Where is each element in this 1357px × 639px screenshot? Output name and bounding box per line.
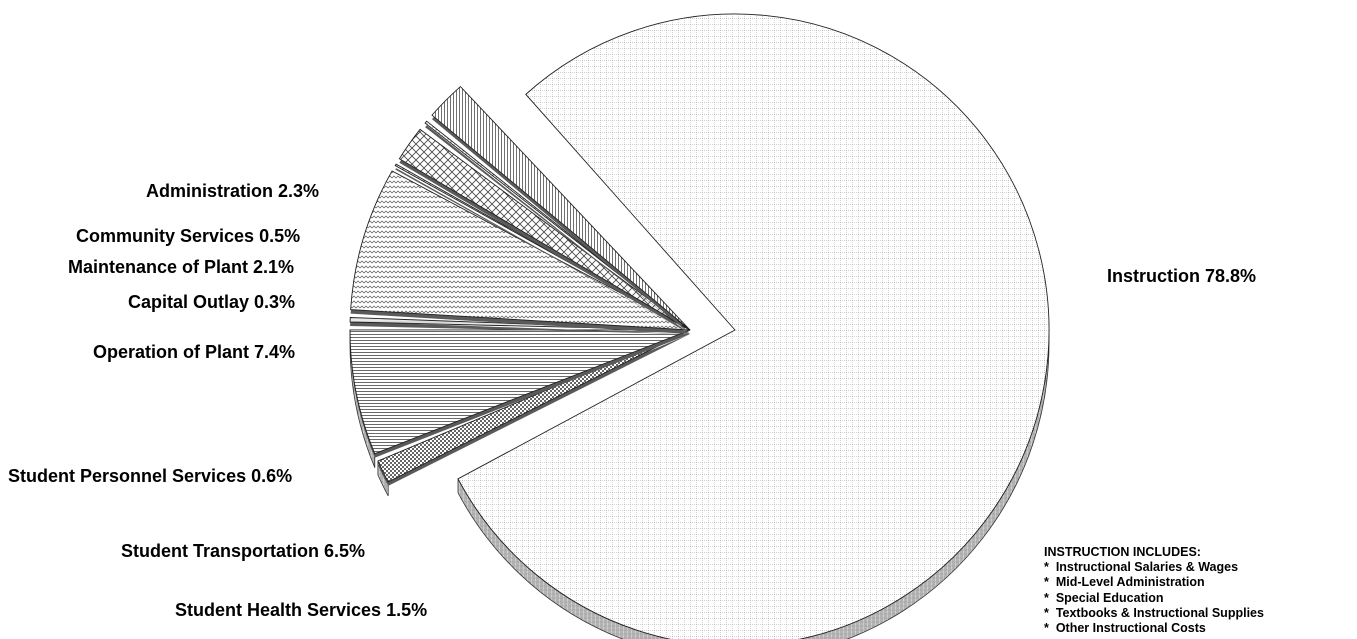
- note-item: Other Instructional Costs: [1044, 621, 1264, 636]
- note-list: Instructional Salaries & Wages Mid-Level…: [1044, 560, 1264, 636]
- slice-instruction: [457, 13, 1050, 639]
- note-item: Special Education: [1044, 591, 1264, 606]
- label-administration: Administration 2.3%: [146, 181, 319, 201]
- note-item: Instructional Salaries & Wages: [1044, 560, 1264, 575]
- slice-top-operation-of-plant: [350, 170, 691, 331]
- label-student-transportation: Student Transportation 6.5%: [121, 541, 365, 561]
- note-title: INSTRUCTION INCLUDES:: [1044, 545, 1201, 559]
- slice-student-health-services: [377, 329, 691, 497]
- instruction-includes-note: INSTRUCTION INCLUDES: Instructional Sala…: [1044, 545, 1264, 636]
- label-community-services: Community Services 0.5%: [76, 226, 300, 246]
- label-capital-outlay: Capital Outlay 0.3%: [128, 292, 295, 312]
- label-student-health-services: Student Health Services 1.5%: [175, 600, 427, 620]
- note-item: Textbooks & Instructional Supplies: [1044, 606, 1264, 621]
- slice-edge-community-services: [425, 125, 690, 334]
- slice-edge-capital-outlay: [395, 168, 690, 334]
- slice-student-transportation: [349, 329, 691, 468]
- label-instruction: Instruction 78.8%: [1107, 266, 1256, 286]
- slice-top-maintenance-of-plant: [398, 128, 691, 331]
- slice-edge-student-personnel-services: [350, 321, 690, 334]
- slice-administration: [431, 85, 691, 334]
- slice-top-student-transportation: [349, 329, 691, 455]
- slice-maintenance-of-plant: [398, 128, 691, 334]
- slice-top-instruction: [457, 13, 1050, 639]
- slice-top-administration: [431, 85, 691, 331]
- label-maintenance-of-plant: Maintenance of Plant 2.1%: [68, 257, 294, 277]
- pie-labels: Instruction 78.8% Student Health Service…: [8, 181, 1256, 620]
- slice-top-student-health-services: [377, 329, 691, 483]
- pie-slices: [349, 13, 1050, 639]
- label-operation-of-plant: Operation of Plant 7.4%: [93, 342, 295, 362]
- slice-operation-of-plant: [350, 170, 691, 334]
- note-item: Mid-Level Administration: [1044, 575, 1264, 590]
- label-student-personnel-services: Student Personnel Services 0.6%: [8, 466, 292, 486]
